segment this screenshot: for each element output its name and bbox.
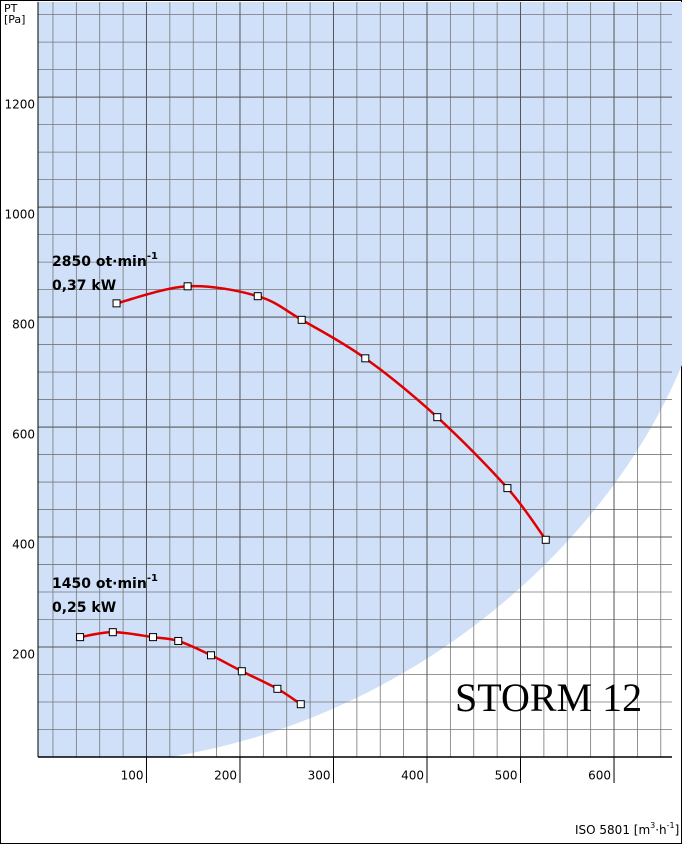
x-tick-label: 400	[401, 769, 424, 783]
curve	[116, 284, 547, 541]
point	[503, 484, 512, 493]
x-label-sup: 3	[650, 821, 655, 830]
x-tick-label: 100	[121, 769, 144, 783]
speed-label: 2850 ot·min-1	[52, 251, 158, 270]
x-tick-label: 200	[214, 769, 237, 783]
point	[174, 636, 183, 645]
point	[149, 633, 158, 642]
y-tick-label: 1000	[4, 208, 35, 222]
y-axis-label: PT	[4, 2, 18, 15]
x-label-text: ISO 5801 [m	[575, 823, 650, 837]
grid	[37, 2, 672, 758]
x-axis-label: ISO 5801 [m3·h-1]	[575, 821, 679, 837]
marks	[76, 282, 550, 709]
speed-sup: -1	[147, 251, 158, 262]
x-label-sup: -1	[667, 821, 675, 830]
speed-label: 1450 ot·min-1	[52, 573, 158, 592]
point	[206, 651, 215, 660]
y-tick-label: 1200	[4, 98, 35, 112]
power-label: 0,25 kW	[52, 600, 116, 616]
y-tick-label: 400	[12, 538, 35, 552]
chart-title: STORM 12	[455, 675, 642, 720]
power-label: 0,37 kW	[52, 278, 116, 294]
x-tick-label: 600	[588, 769, 611, 783]
point	[296, 700, 305, 709]
y-tick-label: 200	[12, 648, 35, 662]
point	[433, 413, 442, 422]
point	[273, 684, 282, 693]
y-tick-label: 800	[12, 318, 35, 332]
y-tick-label: 600	[12, 428, 35, 442]
speed: 2850 ot·min	[52, 254, 147, 270]
point	[253, 292, 262, 301]
point	[541, 535, 550, 544]
point	[361, 354, 370, 363]
x-tick-label: 300	[308, 769, 331, 783]
speed: 1450 ot·min	[52, 576, 147, 592]
x-label-mid: ·h	[655, 823, 666, 837]
point	[297, 315, 306, 324]
x-tick-label: 500	[495, 769, 518, 783]
point	[108, 628, 117, 637]
point	[237, 667, 246, 676]
point	[183, 282, 192, 291]
y-axis-unit: [Pa]	[4, 13, 25, 26]
speed-sup: -1	[147, 573, 158, 584]
point	[112, 299, 121, 308]
point	[76, 633, 85, 642]
x-label-end: ]	[675, 823, 680, 837]
